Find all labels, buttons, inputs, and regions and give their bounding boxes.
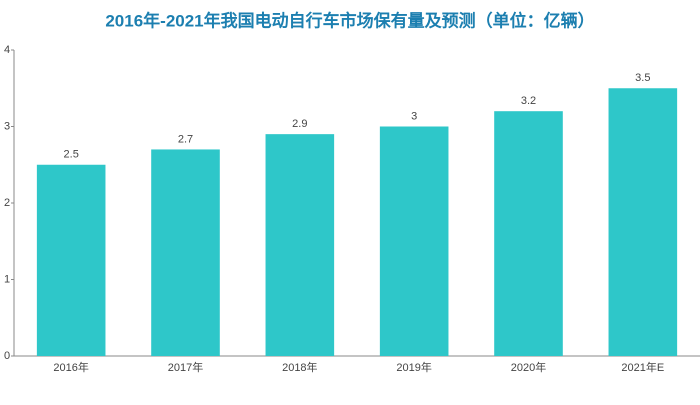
- y-tick-label: 2: [4, 197, 10, 209]
- bar: [265, 134, 335, 356]
- chart-title: 2016年-2021年我国电动自行车市场保有量及预测（单位：亿辆）: [105, 10, 594, 30]
- x-tick-label: 2016年: [53, 360, 88, 374]
- y-tick-label: 1: [4, 273, 10, 285]
- bar: [608, 88, 678, 356]
- y-tick-label: 3: [4, 120, 10, 132]
- value-label: 2.5: [64, 149, 79, 161]
- x-tick-label: 2018年: [282, 360, 317, 374]
- x-tick-label: 2021年E: [621, 360, 664, 374]
- value-label: 3.2: [521, 95, 536, 107]
- bar: [36, 164, 106, 356]
- x-tick-label: 2019年: [396, 360, 431, 374]
- bar: [151, 149, 220, 356]
- value-label: 2.7: [178, 133, 193, 145]
- value-label: 3.5: [635, 72, 650, 84]
- y-tick-label: 0: [4, 350, 10, 362]
- bar: [379, 126, 449, 356]
- x-tick-label: 2020年: [511, 360, 546, 374]
- bar: [494, 111, 563, 356]
- value-label: 2.9: [292, 118, 307, 130]
- x-tick-label: 2017年: [168, 360, 203, 374]
- y-tick-label: 4: [4, 44, 10, 56]
- value-label: 3: [411, 110, 417, 122]
